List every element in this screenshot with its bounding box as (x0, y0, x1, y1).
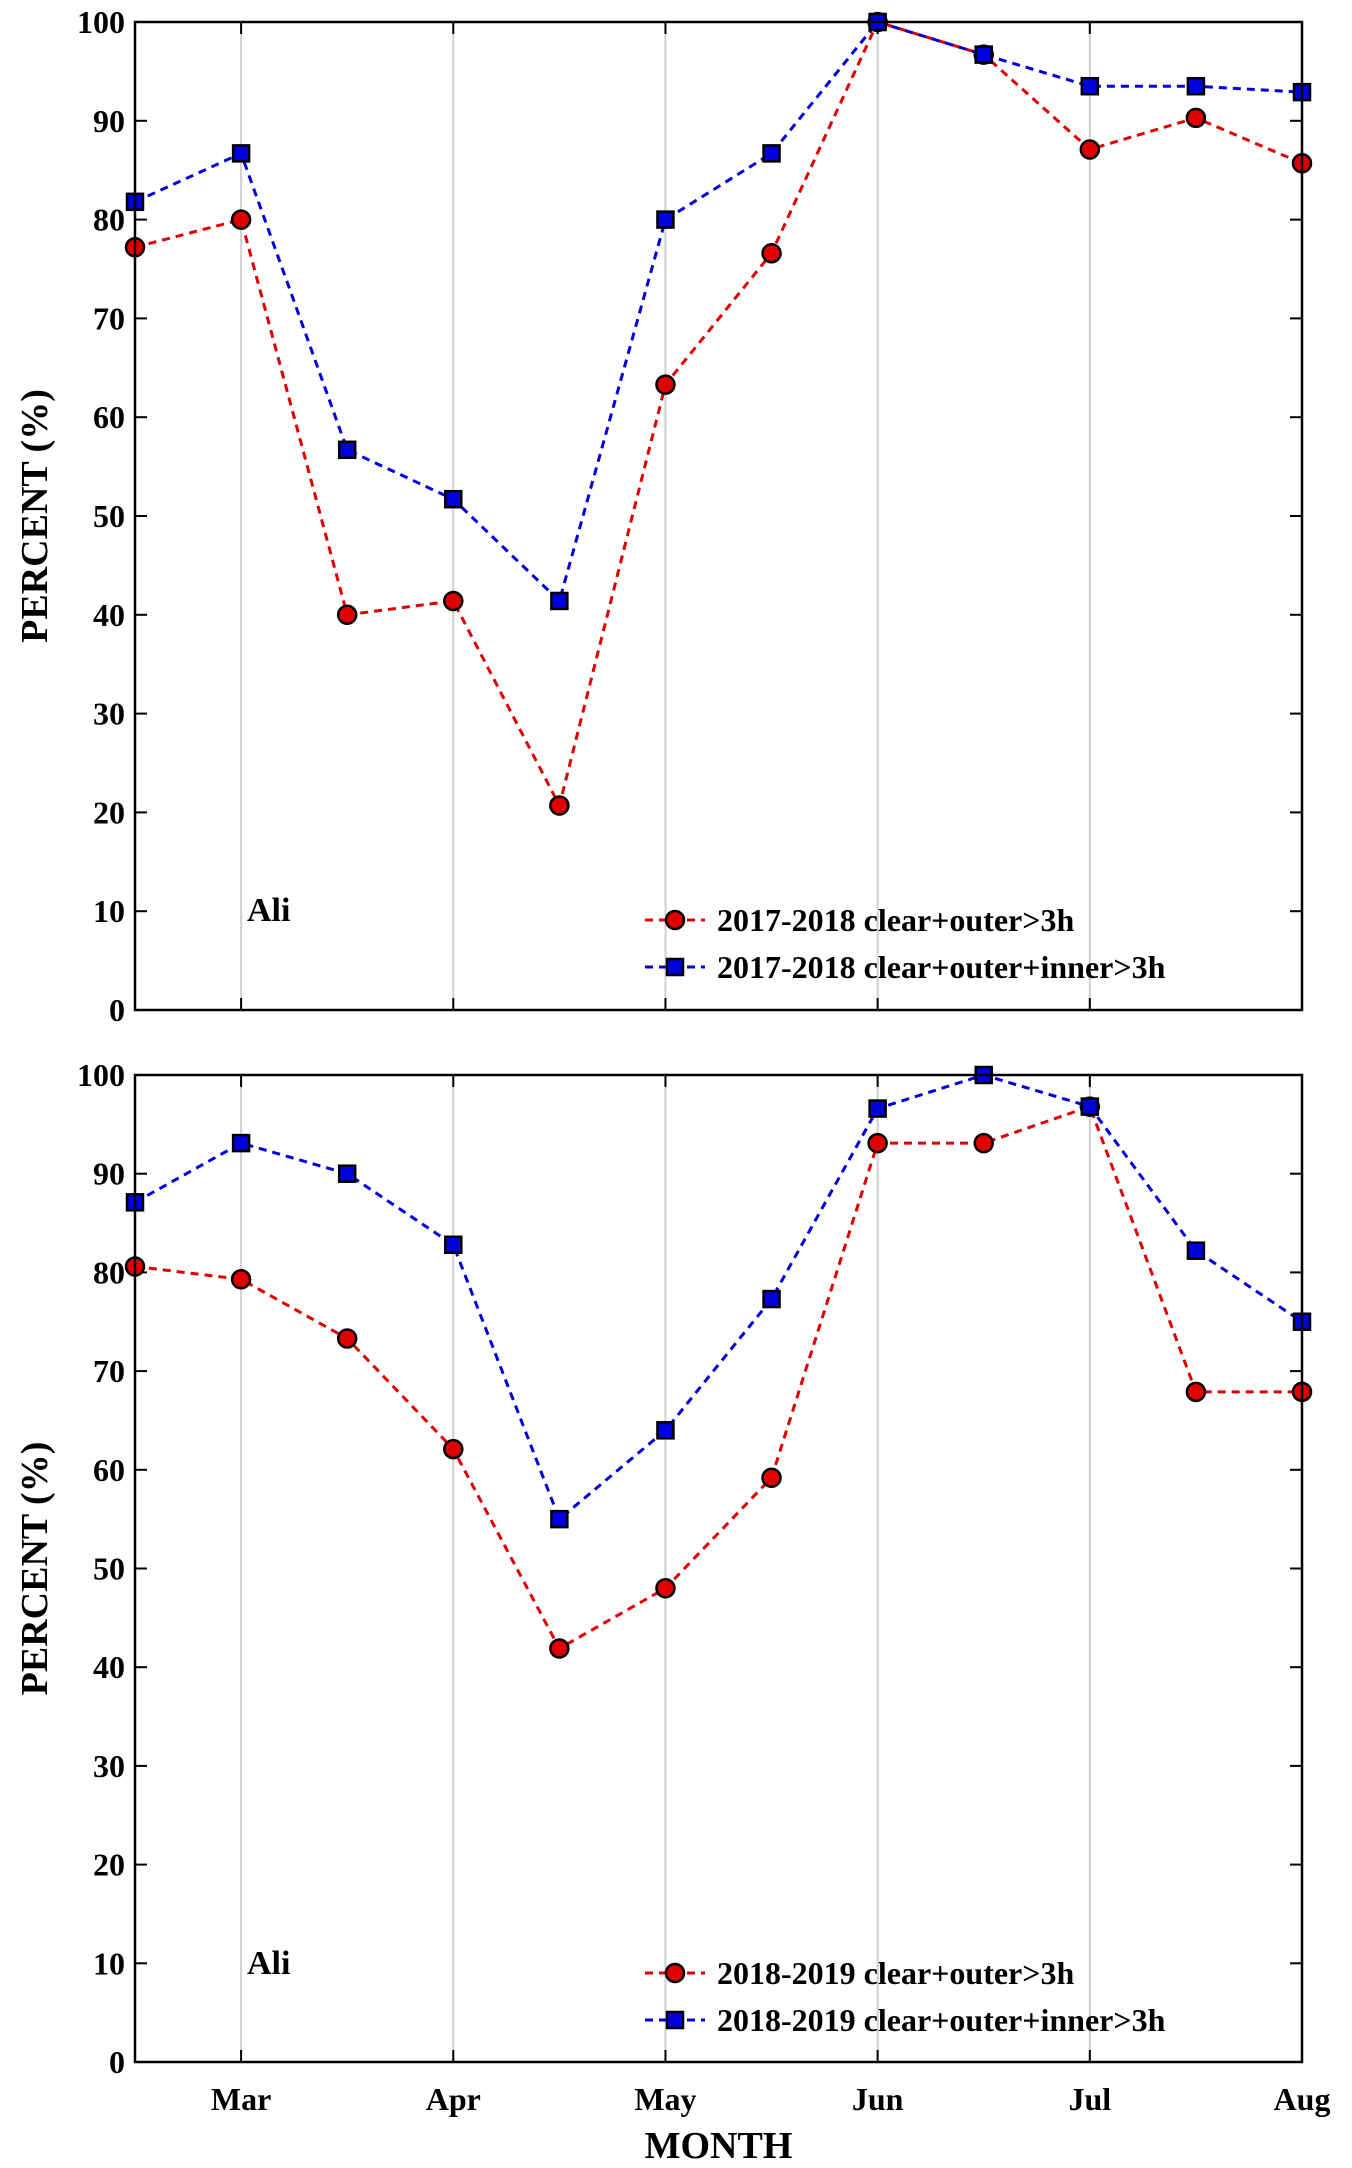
data-point (868, 1099, 887, 1118)
legend: 2018-2019 clear+outer>3h 2018-2019 clear+… (645, 1955, 1166, 2038)
y-tick-label: 20 (93, 1847, 125, 1883)
y-axis-label: PERCENT (%) (14, 1442, 56, 1696)
data-point (550, 591, 569, 611)
y-axis-label: PERCENT (%) (14, 389, 56, 643)
legend-entry: 2017-2018 clear+outer+inner>3h (645, 949, 1166, 985)
data-point (1186, 76, 1206, 96)
legend-label: 2018-2019 clear+outer+inner>3h (717, 2002, 1166, 2038)
y-tick-label: 90 (93, 103, 125, 139)
y-tick-label: 40 (93, 597, 125, 633)
data-point (973, 1132, 994, 1154)
data-point (656, 210, 675, 229)
data-point (656, 1421, 675, 1440)
y-tick-label: 90 (93, 1156, 125, 1192)
legend-entry: 2017-2018 clear+outer>3h (645, 902, 1074, 938)
legend-label: 2017-2018 clear+outer+inner>3h (717, 949, 1166, 985)
station-label: Ali (247, 892, 290, 929)
data-point (231, 144, 251, 163)
series-line (134, 20, 1303, 604)
x-tick-label: Jul (1068, 2081, 1111, 2117)
data-point (762, 1289, 781, 1309)
data-point (337, 1164, 357, 1183)
y-tick-label: 30 (93, 1748, 125, 1784)
y-tick-label: 0 (109, 992, 125, 1028)
legend-entry: 2018-2019 clear+outer+inner>3h (645, 2002, 1166, 2038)
x-tick-label: Apr (426, 2081, 481, 2117)
legend-marker (665, 957, 685, 977)
data-point (655, 374, 676, 395)
legend: 2017-2018 clear+outer>3h 2017-2018 clear+… (645, 902, 1166, 985)
y-tick-label: 70 (93, 1353, 125, 1389)
data-point (444, 1235, 463, 1255)
y-tick-label: 10 (93, 1945, 125, 1981)
y-tick-label: 70 (93, 300, 125, 336)
series-2 (125, 1065, 1312, 1529)
data-point (1080, 76, 1100, 96)
y-tick-label: 10 (93, 893, 125, 929)
data-point (444, 489, 463, 509)
data-point (443, 590, 464, 612)
series-2 (125, 12, 1312, 611)
y-tick-label: 60 (93, 399, 125, 435)
data-point (762, 144, 781, 163)
y-tick-label: 80 (93, 202, 125, 238)
x-tick-label: May (634, 2081, 696, 2117)
y-tick-label: 30 (93, 696, 125, 732)
y-tick-label: 100 (77, 1057, 125, 1093)
y-tick-label: 20 (93, 794, 125, 830)
series-line (134, 1104, 1302, 1651)
plot-area (135, 22, 1302, 1010)
data-point (1079, 139, 1101, 160)
data-point (655, 1577, 676, 1599)
y-tick-label: 0 (109, 2044, 125, 2080)
y-tick-label: 40 (93, 1649, 125, 1685)
axes-frame (133, 1073, 1304, 2064)
data-point (549, 795, 570, 816)
data-point (974, 45, 993, 64)
data-point (1080, 1097, 1100, 1116)
x-tick-label: Mar (211, 2081, 271, 2117)
x-tick-label: Aug (1274, 2081, 1331, 2117)
x-tick-label: Jun (852, 2081, 904, 2117)
series-line (134, 20, 1303, 810)
station-label: Ali (247, 1945, 290, 1982)
y-tick-label: 100 (77, 4, 125, 40)
data-point (230, 1269, 252, 1290)
legend-label: 2018-2019 clear+outer>3h (717, 1955, 1074, 1991)
data-point (336, 1328, 358, 1349)
series-line (134, 1073, 1303, 1522)
y-tick-label: 60 (93, 1452, 125, 1488)
plot-panel-2: 0 10 20 30 40 50 60 70 80 90 100 Mar Apr May Jun Jul Aug… (14, 1057, 1330, 2167)
legend-marker (664, 1962, 686, 1984)
data-point (1185, 1381, 1207, 1403)
legend-entry: 2018-2019 clear+outer>3h (645, 1955, 1074, 1991)
data-point (230, 209, 252, 230)
y-tick-label: 50 (93, 1551, 125, 1587)
data-point (550, 1509, 569, 1529)
data-point (443, 1438, 464, 1460)
plot-panel-1: 0 10 20 30 40 50 60 70 80 90 100 PERCENT (%) Ali 2017… (14, 4, 1313, 1028)
data-point (336, 604, 358, 626)
data-point (337, 440, 357, 460)
data-point (1186, 1241, 1206, 1260)
plot-area (135, 1075, 1302, 2062)
data-point (231, 1133, 251, 1153)
data-point (1185, 107, 1207, 129)
data-point (549, 1638, 570, 1659)
legend-marker (664, 909, 686, 931)
data-point (761, 1467, 782, 1488)
data-point (761, 242, 782, 264)
x-axis-label: MONTH (645, 2125, 793, 2167)
y-tick-label: 50 (93, 498, 125, 534)
legend-label: 2017-2018 clear+outer>3h (717, 902, 1074, 938)
legend-marker (665, 2010, 685, 2030)
data-point (867, 1132, 888, 1154)
y-tick-label: 80 (93, 1254, 125, 1290)
axes-frame (133, 20, 1304, 1012)
